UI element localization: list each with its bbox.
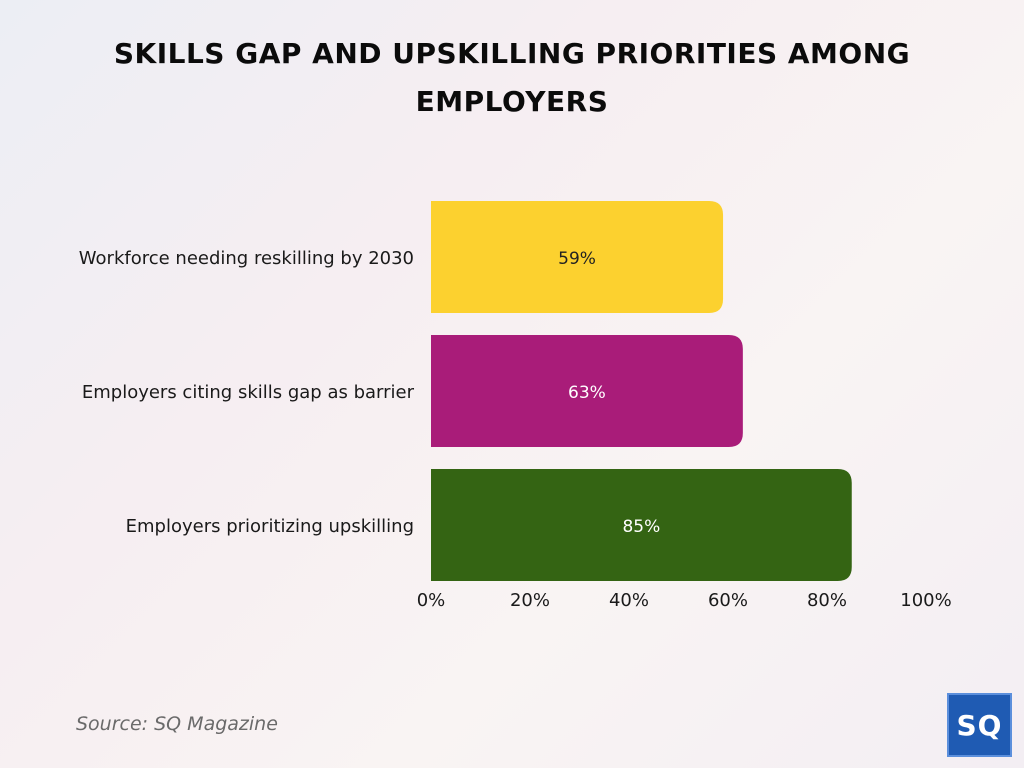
x-axis-ticks: 0% 20% 40% 60% 80% 100% (417, 590, 952, 611)
category-label: Workforce needing reskilling by 2030 (79, 248, 414, 269)
category-labels: Workforce needing reskilling by 2030 Empl… (79, 248, 415, 537)
x-tick-label: 40% (609, 590, 649, 611)
category-label: Employers citing skills gap as barrier (82, 382, 415, 403)
data-label: 59% (558, 249, 596, 269)
value-labels: 59% 63% 85% (558, 249, 660, 537)
x-tick-label: 100% (900, 590, 951, 611)
data-label: 85% (622, 517, 660, 537)
x-tick-label: 60% (708, 590, 748, 611)
bars-group (431, 201, 852, 581)
x-tick-label: 80% (807, 590, 847, 611)
source-note: Source: SQ Magazine (76, 713, 278, 735)
bar (431, 201, 724, 313)
category-label: Employers prioritizing upskilling (126, 516, 414, 537)
x-tick-label: 20% (510, 590, 550, 611)
sq-logo: SQ (947, 693, 1012, 757)
bar (431, 469, 852, 581)
x-tick-label: 0% (417, 590, 446, 611)
bar (431, 335, 743, 447)
data-label: 63% (568, 383, 606, 403)
chart-title: SKILLS GAP AND UPSKILLING PRIORITIES AMO… (113, 37, 911, 118)
